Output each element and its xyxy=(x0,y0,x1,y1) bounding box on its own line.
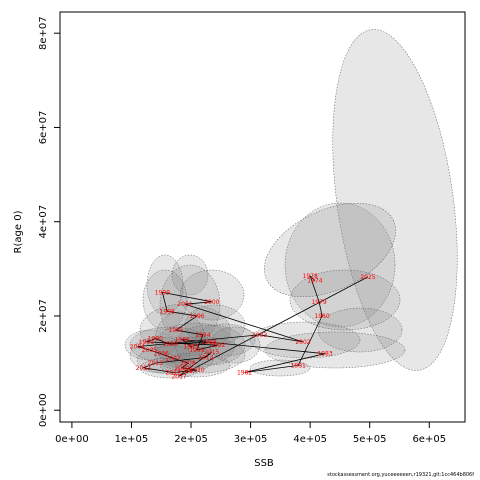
point-label: 1998 xyxy=(160,308,175,315)
point-label: 1983 xyxy=(317,351,332,358)
point-label: 1996 xyxy=(189,313,204,320)
point-label: 2007 xyxy=(166,355,181,362)
point-labels: 1978 2025 1974 1979 1980 2002 1983 1981 1982 2003… xyxy=(130,273,376,380)
x-axis-title: SSB xyxy=(254,458,274,469)
confidence-ellipse xyxy=(142,269,188,331)
confidence-ellipse xyxy=(317,307,403,353)
confidence-ellipse xyxy=(146,254,184,316)
point-label: 1978 xyxy=(303,273,318,280)
x-tick-label: 2e+05 xyxy=(174,434,208,445)
point-label: 1993 xyxy=(189,347,204,354)
confidence-ellipse xyxy=(171,254,209,296)
x-tick-label: 3e+05 xyxy=(234,434,268,445)
x-tick-label: 0e+00 xyxy=(55,434,89,445)
point-label: 2006 xyxy=(154,351,169,358)
y-tick-label: 0e+00 xyxy=(38,393,49,427)
point-label: 2013 xyxy=(148,360,163,367)
y-tick-label: 4e+07 xyxy=(38,205,49,239)
trajectory-line xyxy=(137,275,369,377)
point-label: 2008 xyxy=(180,360,195,367)
point-label: 2017 xyxy=(171,373,186,380)
point-label: 1995 xyxy=(168,327,183,334)
point-label: 2001 xyxy=(177,301,192,308)
confidence-ellipse xyxy=(332,29,458,371)
point-label: 2014 xyxy=(198,354,213,361)
y-tick-label: 2e+07 xyxy=(38,299,49,333)
point-label: 2010 xyxy=(189,367,204,374)
point-label: 1988 xyxy=(201,339,216,346)
x-tick-label: 6e+05 xyxy=(412,434,446,445)
y-axis: 0e+00 2e+07 4e+07 6e+07 8e+07 xyxy=(38,16,61,427)
point-label: 2005 xyxy=(142,347,157,354)
confidence-ellipse xyxy=(136,345,214,375)
x-axis: 0e+00 1e+05 2e+05 3e+05 4e+05 5e+05 6e+05 xyxy=(55,421,446,445)
point-label: 2009 xyxy=(174,365,189,372)
point-label: 1987 xyxy=(183,344,198,351)
point-label: 1989 xyxy=(163,341,178,348)
point-label: 1980 xyxy=(314,313,329,320)
point-label: 1992 xyxy=(210,342,225,349)
point-label: 1994 xyxy=(195,332,210,339)
confidence-ellipses xyxy=(124,29,458,379)
confidence-ellipse xyxy=(194,323,256,357)
y-tick-label: 6e+07 xyxy=(38,111,49,145)
confidence-ellipse xyxy=(264,202,396,298)
point-label: 2015 xyxy=(204,349,219,356)
point-label: 2025 xyxy=(360,274,375,281)
point-label: 2004 xyxy=(130,344,145,351)
y-axis-title: R(age 0) xyxy=(13,210,24,253)
point-label: 1986 xyxy=(174,337,189,344)
point-label: 1990 xyxy=(148,336,163,343)
point-label: 2016 xyxy=(177,368,192,375)
footer-attribution: stockassessment.org,yuceeeeeen,r19321,gi… xyxy=(327,472,474,478)
point-label: 2000 xyxy=(204,299,219,306)
x-tick-label: 4e+05 xyxy=(293,434,327,445)
x-tick-label: 5e+05 xyxy=(353,434,387,445)
point-label: 2003 xyxy=(252,332,267,339)
trajectory-lines xyxy=(137,275,369,377)
point-label: 1982 xyxy=(237,370,252,377)
point-label: 2002 xyxy=(295,339,310,346)
x-tick-label: 1e+05 xyxy=(115,434,149,445)
point-label: 1999 xyxy=(155,289,170,296)
point-label: 1991 xyxy=(139,339,154,346)
point-label: 1979 xyxy=(311,299,326,306)
point-label: 1981 xyxy=(291,362,306,369)
y-tick-label: 8e+07 xyxy=(38,16,49,50)
point-label: 1974 xyxy=(307,278,322,285)
confidence-ellipse xyxy=(154,336,246,374)
confidence-ellipse xyxy=(289,269,401,331)
point-label: 2012 xyxy=(136,365,151,372)
point-label: 2011 xyxy=(166,370,181,377)
